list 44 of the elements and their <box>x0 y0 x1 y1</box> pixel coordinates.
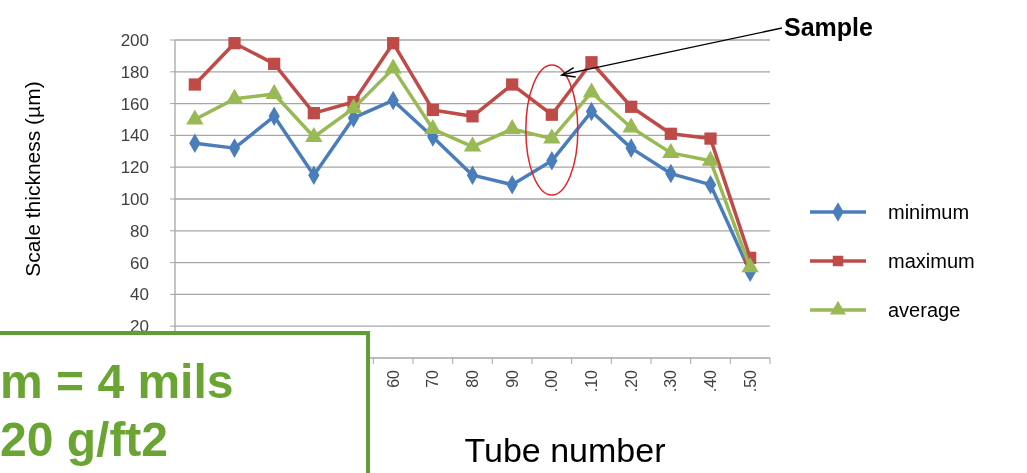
x-tick-label: 60 <box>384 369 402 388</box>
point <box>424 119 442 135</box>
legend-label: minimum <box>888 201 970 223</box>
x-axis-title: Tube number <box>464 431 666 469</box>
legend-label: average <box>888 299 961 321</box>
point <box>741 257 759 273</box>
point <box>268 57 281 70</box>
point <box>228 37 241 50</box>
x-tick-label: .50 <box>741 369 759 393</box>
x-tick-label: 70 <box>424 369 442 388</box>
point <box>506 78 519 91</box>
point <box>265 84 283 100</box>
point <box>585 56 598 69</box>
y-axis-title: Scale thickness (µm) <box>21 81 44 277</box>
x-tick-label: .00 <box>543 369 561 393</box>
x-tick-label: 90 <box>503 369 521 388</box>
text: 20 g/ft2 <box>0 413 169 466</box>
y-tick-label: 100 <box>120 189 149 209</box>
y-tick-label: 80 <box>130 221 149 241</box>
y-tick-label: 140 <box>120 126 149 146</box>
x-tick-label: .30 <box>662 369 680 393</box>
point <box>426 103 439 117</box>
y-tick-label: 40 <box>130 285 149 305</box>
y-tick-label: 180 <box>120 62 149 82</box>
point <box>625 100 638 113</box>
x-tick-label: 80 <box>464 369 482 388</box>
legend-label: maximum <box>888 250 975 272</box>
point <box>545 108 558 121</box>
y-tick-label: 200 <box>120 30 149 50</box>
y-tick-label: 160 <box>120 94 149 114</box>
y-tick-label: 60 <box>130 253 149 273</box>
point <box>307 107 320 120</box>
y-tick-label: 120 <box>120 158 149 178</box>
x-tick-label: .40 <box>702 369 720 393</box>
point <box>503 119 521 135</box>
point <box>387 37 400 50</box>
point <box>664 127 677 140</box>
x-tick-label: .10 <box>583 369 601 393</box>
point <box>704 132 717 145</box>
x-tick-label: .20 <box>622 369 640 393</box>
text: Sample <box>784 13 874 41</box>
annotation: m = 4 mils <box>0 355 234 408</box>
point <box>188 78 201 91</box>
point <box>466 110 479 123</box>
